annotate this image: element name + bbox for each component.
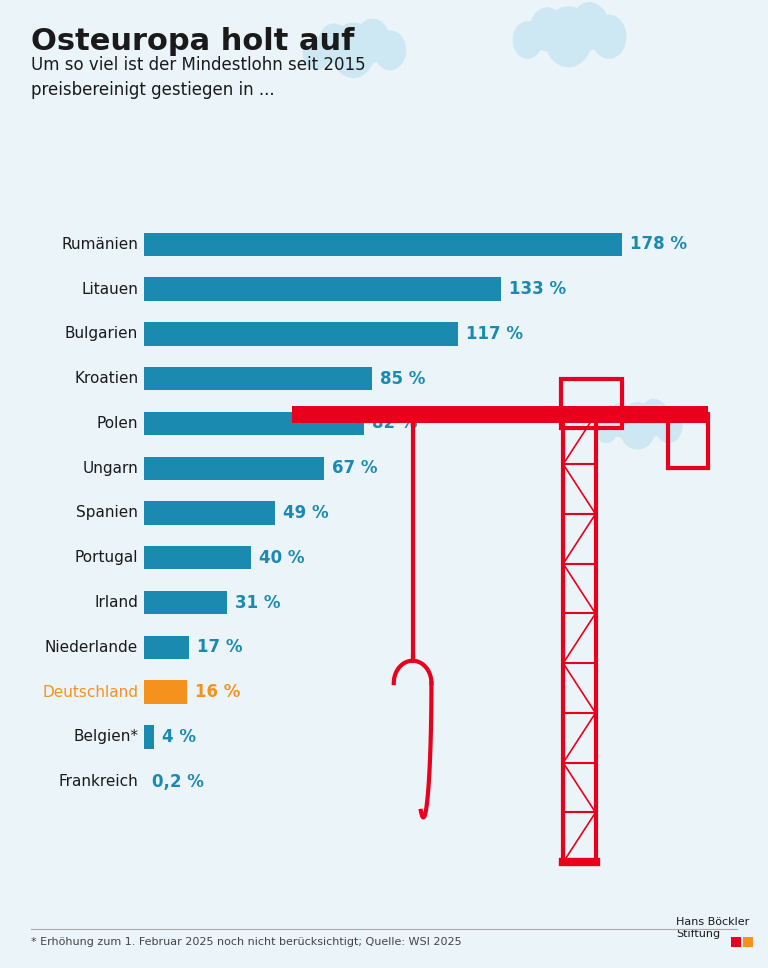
Text: Irland: Irland xyxy=(94,595,138,610)
Text: Ungarn: Ungarn xyxy=(82,461,138,475)
Text: 117 %: 117 % xyxy=(466,325,523,343)
Text: Osteuropa holt auf: Osteuropa holt auf xyxy=(31,27,354,56)
Text: 16 %: 16 % xyxy=(195,683,240,701)
Bar xyxy=(144,278,502,301)
Text: 0,2 %: 0,2 % xyxy=(152,772,204,791)
Text: Litauen: Litauen xyxy=(81,282,138,296)
Bar xyxy=(144,681,187,704)
Text: 133 %: 133 % xyxy=(509,280,567,298)
Text: 49 %: 49 % xyxy=(283,504,329,522)
Text: 178 %: 178 % xyxy=(631,235,687,254)
Text: 67 %: 67 % xyxy=(332,459,377,477)
Text: Rumänien: Rumänien xyxy=(61,237,138,252)
Text: Frankreich: Frankreich xyxy=(58,774,138,789)
Text: Bulgarien: Bulgarien xyxy=(65,326,138,342)
Bar xyxy=(144,367,372,390)
Bar xyxy=(144,546,251,569)
Bar xyxy=(144,322,458,346)
Bar xyxy=(144,457,324,480)
Bar xyxy=(144,636,190,659)
Text: Belgien*: Belgien* xyxy=(73,729,138,744)
Bar xyxy=(144,590,227,614)
Text: Kroatien: Kroatien xyxy=(74,371,138,386)
Text: 17 %: 17 % xyxy=(197,638,243,656)
Text: Um so viel ist der Mindestlohn seit 2015
preisbereinigt gestiegen in ...: Um so viel ist der Mindestlohn seit 2015… xyxy=(31,56,366,99)
Text: Hans Böckler
Stiftung: Hans Böckler Stiftung xyxy=(676,917,749,939)
Text: 4 %: 4 % xyxy=(163,728,197,746)
Text: Niederlande: Niederlande xyxy=(45,640,138,654)
Text: 82 %: 82 % xyxy=(372,414,418,433)
Bar xyxy=(144,501,276,525)
Text: Portugal: Portugal xyxy=(74,550,138,565)
Text: 31 %: 31 % xyxy=(235,593,280,612)
Bar xyxy=(144,232,622,256)
Text: Deutschland: Deutschland xyxy=(42,684,138,700)
Text: Polen: Polen xyxy=(97,416,138,431)
Bar xyxy=(144,725,154,748)
Bar xyxy=(144,411,364,435)
Text: Spanien: Spanien xyxy=(76,505,138,521)
Text: * Erhöhung zum 1. Februar 2025 noch nicht berücksichtigt; Quelle: WSI 2025: * Erhöhung zum 1. Februar 2025 noch nich… xyxy=(31,937,462,947)
Text: 40 %: 40 % xyxy=(260,549,305,566)
Text: 85 %: 85 % xyxy=(380,370,425,387)
